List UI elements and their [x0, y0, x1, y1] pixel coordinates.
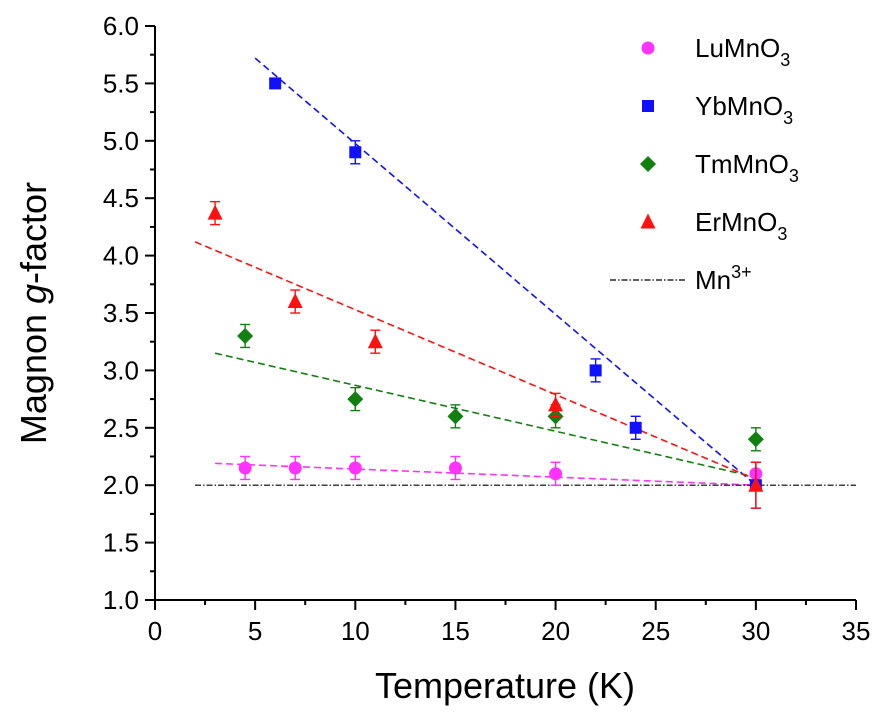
legend-label-main: Mn — [695, 265, 731, 295]
y-axis-title-italic: g — [13, 284, 54, 304]
axes: 0 5 10 15 20 25 30 35 1.0 1.5 2.0 2.5 3.0 3.5 4.0 4.5 5.… — [103, 11, 871, 646]
data-point — [347, 391, 364, 408]
x-tick-label: 15 — [441, 616, 470, 646]
legend-label-main: TmMnO — [695, 149, 789, 179]
y-tick-label: 1.0 — [103, 585, 139, 615]
x-tick-label: 35 — [842, 616, 871, 646]
data-markers — [207, 77, 764, 509]
y-tick-label: 4.5 — [103, 183, 139, 213]
y-axis-title-suffix: -factor — [13, 182, 54, 284]
legend-label: TmMnO3 — [695, 149, 799, 186]
legend-label-main: LuMnO — [695, 33, 780, 63]
data-point — [238, 461, 252, 475]
data-point — [448, 461, 462, 475]
legend-label-subscript: 3 — [783, 108, 793, 128]
x-axis-title: Temperature (K) — [375, 665, 635, 706]
data-point — [207, 204, 223, 220]
y-axis-title-prefix: Magnon — [13, 304, 54, 444]
x-tick-label: 0 — [148, 616, 162, 646]
y-tick-label: 3.0 — [103, 355, 139, 385]
x-tick-label: 5 — [248, 616, 262, 646]
x-tick-label: 10 — [341, 616, 370, 646]
legend-marker — [641, 41, 655, 55]
y-tick-label: 6.0 — [103, 11, 139, 41]
y-tick-label: 4.0 — [103, 241, 139, 271]
y-tick-label: 2.0 — [103, 470, 139, 500]
legend-marker — [640, 156, 656, 172]
legend-label: LuMnO3 — [695, 33, 790, 70]
data-point — [629, 421, 642, 434]
data-point — [589, 364, 602, 377]
x-tick-label: 30 — [741, 616, 770, 646]
data-point — [348, 461, 362, 475]
y-axis-title: Magnon g-factor — [13, 182, 54, 444]
data-point — [747, 431, 764, 448]
legend-label-subscript: 3 — [789, 166, 799, 186]
fit-line — [194, 241, 757, 481]
y-tick-label: 3.5 — [103, 298, 139, 328]
legend-label-main: YbMnO — [695, 91, 783, 121]
y-tick-label: 5.0 — [103, 126, 139, 156]
legend-label-main: ErMnO — [695, 207, 777, 237]
data-point — [287, 293, 303, 309]
fit-line — [254, 57, 757, 486]
data-point — [447, 408, 464, 425]
y-tick-label: 1.5 — [103, 528, 139, 558]
data-point — [748, 476, 764, 492]
legend-marker — [642, 100, 654, 112]
data-point — [288, 461, 302, 475]
data-point — [349, 146, 362, 159]
data-point — [549, 467, 563, 481]
legend-label-subscript: 3 — [780, 50, 790, 70]
data-point — [367, 333, 383, 349]
legend-label: Mn3+ — [695, 262, 752, 295]
legend-marker — [640, 213, 656, 229]
x-tick-label: 25 — [641, 616, 670, 646]
data-point — [548, 396, 564, 412]
fit-line — [214, 352, 757, 478]
legend-label-superscript: 3+ — [731, 262, 752, 282]
legend-label: YbMnO3 — [695, 91, 793, 128]
x-tick-label: 20 — [541, 616, 570, 646]
fit-lines — [194, 57, 757, 486]
y-tick-label: 2.5 — [103, 413, 139, 443]
legend-label-subscript: 3 — [777, 224, 787, 244]
fit-line — [215, 462, 756, 486]
data-point — [237, 327, 254, 344]
data-point — [269, 77, 282, 90]
legend-label: ErMnO3 — [695, 207, 787, 244]
y-tick-label: 5.5 — [103, 68, 139, 98]
